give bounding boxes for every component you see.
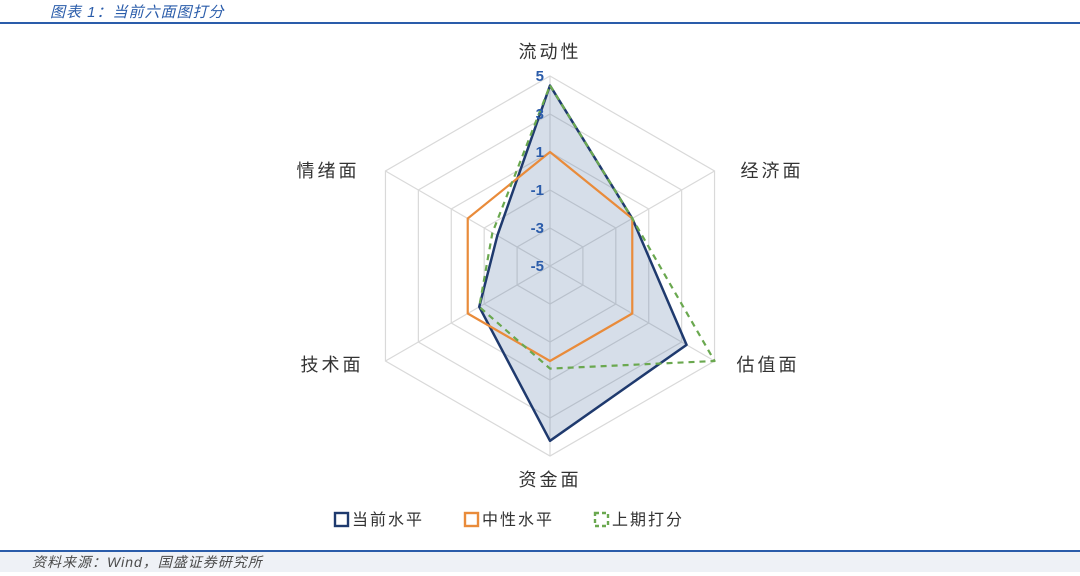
chart-footer: 资料来源：Wind，国盛证券研究所 (0, 550, 1080, 572)
legend-label: 当前水平 (352, 511, 424, 529)
source-text: 资料来源：Wind，国盛证券研究所 (32, 552, 263, 572)
legend-swatch (465, 513, 478, 526)
legend-label: 中性水平 (482, 511, 554, 529)
tick-label: 1 (536, 144, 544, 161)
tick-label: -1 (531, 182, 544, 199)
axis-label: 情绪面 (296, 161, 359, 181)
radar-chart-container: -5 -3 -1 1 3 5 流动性经济面估值面资金面 技术面 情绪面当前水平 中性水平 上期打分 (0, 28, 1080, 546)
axis-label: 经济面 (741, 161, 804, 181)
axis-label: 流动性 (519, 42, 582, 62)
chart-title: 图表 1：当前六面图打分 (50, 1, 225, 22)
axis-label: 资金面 (519, 470, 582, 490)
tick-label: -3 (531, 220, 544, 237)
tick-label: 5 (536, 68, 544, 85)
legend-swatch (595, 513, 608, 526)
legend-label: 上期打分 (612, 511, 684, 529)
chart-header: 图表 1：当前六面图打分 (0, 0, 1080, 24)
axis-label: 估值面 (737, 355, 800, 375)
series-当前水平 (479, 86, 686, 441)
radar-chart: -5 -3 -1 1 3 5 流动性经济面估值面资金面 技术面 情绪面当前水平 中性水平 上期打分 (0, 28, 1080, 546)
tick-label: 3 (536, 106, 544, 123)
axis-label: 技术面 (300, 355, 363, 375)
legend-swatch (335, 513, 348, 526)
tick-label: -5 (531, 258, 544, 275)
